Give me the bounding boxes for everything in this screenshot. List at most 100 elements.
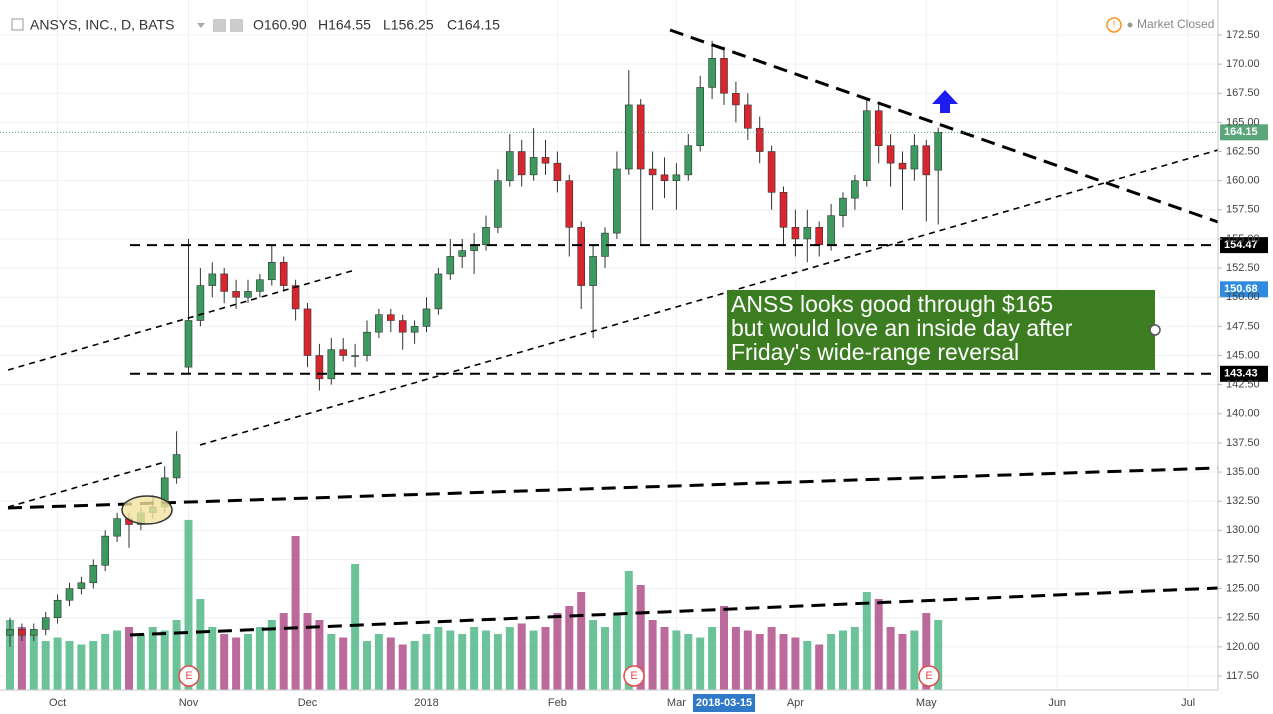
candle-body	[494, 180, 502, 228]
volume-bar	[29, 634, 38, 690]
volume-bar	[255, 627, 264, 690]
volume-bar	[89, 641, 98, 690]
candle-layer	[6, 40, 943, 647]
volume-bar	[767, 627, 776, 690]
candle-body	[482, 227, 490, 246]
volume-bar	[731, 627, 740, 690]
y-tick-label: 157.50	[1226, 204, 1260, 216]
volume-bar	[934, 620, 943, 690]
volume-bar	[601, 627, 609, 690]
collapse-icon[interactable]	[11, 18, 24, 31]
candle-body	[279, 261, 288, 286]
volume-bar	[303, 613, 312, 690]
earnings-marker[interactable]	[918, 665, 940, 687]
volume-bar	[339, 637, 348, 690]
y-tick-label: 140.00	[1226, 408, 1260, 420]
earnings-marker[interactable]	[623, 665, 645, 687]
candle-body	[196, 285, 205, 321]
x-tick-label: Feb	[548, 697, 567, 709]
candle-body	[77, 582, 86, 589]
volume-bar	[910, 630, 919, 690]
volume-bar	[612, 613, 621, 690]
crosshair-label-bg	[693, 694, 755, 712]
y-tick-label: 142.50	[1226, 379, 1260, 391]
volume-bar	[17, 627, 26, 690]
volume-bar	[363, 641, 371, 690]
hide-icon[interactable]	[230, 19, 243, 32]
volume-bar	[898, 634, 907, 690]
volume-bar	[267, 620, 276, 690]
candle-body	[851, 180, 859, 199]
candle-body	[220, 273, 228, 292]
candle-body	[922, 145, 931, 176]
volume-bar	[862, 592, 871, 690]
volume-bar	[434, 627, 443, 690]
y-tick-label: 137.50	[1226, 437, 1260, 449]
volume-bar	[541, 627, 550, 690]
candle-body	[791, 227, 800, 240]
candle-body	[672, 174, 681, 181]
x-tick-label: Apr	[787, 697, 804, 709]
price-tag-label: 150.68	[1224, 283, 1258, 295]
volume-bar	[208, 627, 217, 690]
candle-body	[41, 617, 50, 630]
volume-bar	[279, 613, 288, 690]
candle-body	[89, 564, 98, 584]
y-tick-label: 160.00	[1226, 175, 1260, 187]
candle-body	[874, 110, 883, 147]
candle-body	[351, 355, 359, 357]
highlight-ellipse	[121, 495, 173, 525]
price-axis: 117.50 120.00 122.50 125.00 127.50 130.00 132.…	[49, 29, 1260, 712]
volume-bar	[41, 641, 50, 690]
x-tick-label: 2018	[414, 697, 438, 709]
price-tag-bg	[1220, 237, 1268, 254]
volume-bar	[684, 634, 693, 690]
volume-bar	[648, 620, 657, 690]
volume-bar	[850, 627, 859, 690]
volume-bar	[77, 644, 86, 690]
earnings-marker[interactable]	[178, 665, 200, 687]
volume-bar	[493, 634, 502, 690]
candle-body	[815, 227, 824, 246]
candle-body	[172, 454, 181, 479]
candle-body	[208, 273, 217, 286]
candle-body	[839, 197, 847, 216]
candle-body	[339, 349, 348, 356]
candle-body	[303, 308, 312, 356]
candle-body	[827, 215, 835, 246]
annotation-line: Friday's wide-range reversal	[731, 339, 1019, 365]
volume-bar	[458, 634, 467, 690]
y-tick-label: 117.50	[1226, 670, 1259, 682]
candle-body	[434, 273, 443, 310]
candle-body	[636, 104, 645, 170]
candle-body	[517, 151, 526, 176]
candle-body	[779, 192, 788, 228]
y-tick-label: 150.00	[1226, 291, 1260, 303]
volume-bar	[374, 634, 383, 690]
settings-icon[interactable]	[213, 19, 226, 32]
volume-bar	[184, 519, 193, 690]
ohlc-high: H164.55	[318, 17, 371, 33]
ohlc-low: L156.25	[383, 17, 434, 33]
candle-body	[624, 104, 633, 170]
status-icon[interactable]	[1106, 17, 1122, 33]
candle-body	[363, 331, 371, 356]
volume-bar	[160, 630, 169, 690]
y-tick-label: 172.50	[1226, 29, 1260, 41]
volume-bar	[827, 634, 836, 690]
x-tick-label: Nov	[179, 697, 199, 709]
volume-bar	[529, 630, 538, 690]
trendline	[7, 269, 356, 371]
x-tick-label: Jun	[1048, 697, 1066, 709]
ohlc-open: O160.90	[253, 17, 307, 33]
candle-body	[6, 629, 14, 636]
volume-bar	[220, 634, 229, 690]
x-tick-label: Mar	[667, 697, 686, 709]
y-tick-label: 152.50	[1226, 262, 1260, 274]
annotation-handle[interactable]	[1149, 324, 1161, 336]
status-dot	[1127, 22, 1133, 28]
earnings-label: E	[925, 670, 932, 682]
dropdown-icon[interactable]	[197, 23, 205, 28]
price-tag-bg	[1220, 365, 1268, 382]
